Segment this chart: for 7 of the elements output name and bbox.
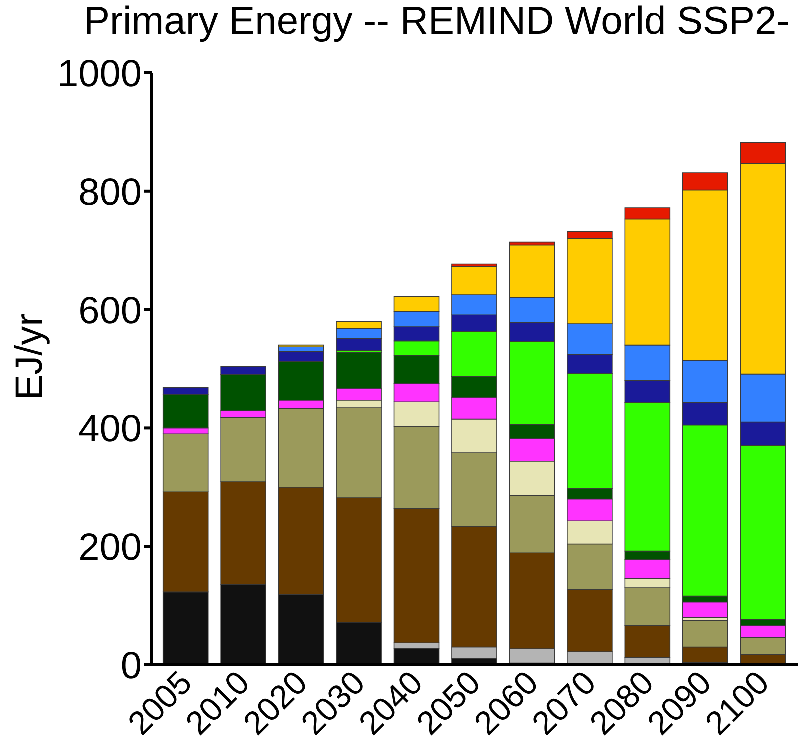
y-tick-label: 400 (78, 408, 142, 451)
y-tick-label: 800 (78, 172, 142, 214)
y-axis-title: EJ/yr (9, 313, 51, 400)
chart-title: Primary Energy -- REMIND World SSP2- (84, 0, 790, 43)
y-tick-label: 200 (78, 527, 142, 570)
y-tick-label: 1000 (57, 53, 142, 96)
y-tick-label: 600 (78, 290, 142, 332)
